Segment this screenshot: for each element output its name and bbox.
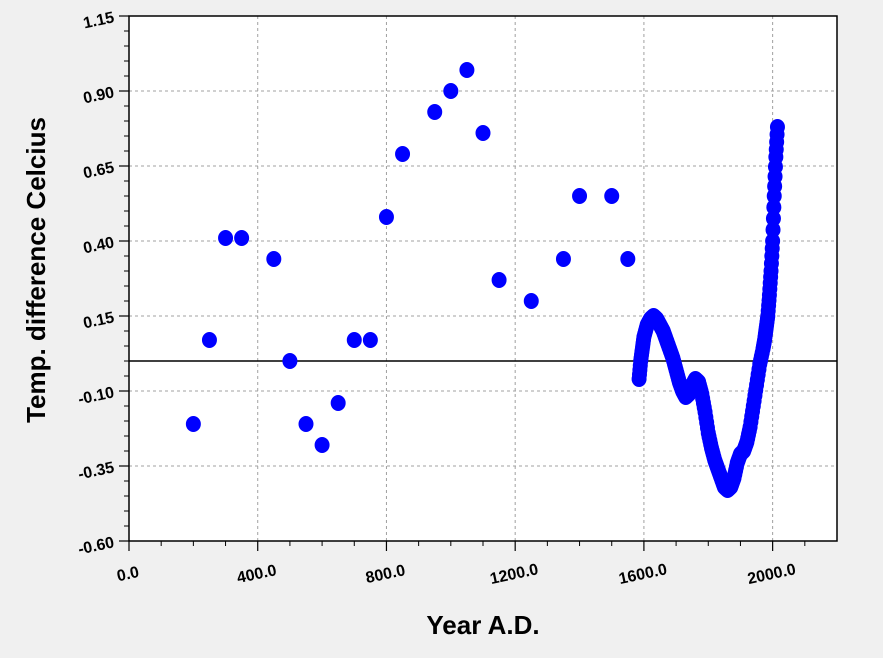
data-point bbox=[362, 332, 378, 348]
data-point bbox=[185, 416, 201, 432]
data-point bbox=[266, 251, 282, 267]
data-point bbox=[765, 221, 781, 238]
x-axis-label: Year A.D. bbox=[426, 610, 539, 640]
data-point bbox=[765, 210, 781, 227]
data-point bbox=[330, 395, 346, 411]
data-point bbox=[491, 272, 507, 288]
data-point bbox=[769, 119, 785, 135]
y-tick-label: 0.65 bbox=[82, 159, 116, 182]
data-point bbox=[443, 83, 459, 99]
data-point bbox=[298, 416, 314, 432]
data-point bbox=[234, 230, 250, 246]
data-point bbox=[201, 332, 217, 348]
axis-ticks bbox=[119, 15, 806, 551]
data-point bbox=[378, 209, 394, 225]
data-point bbox=[765, 233, 781, 249]
data-point bbox=[572, 188, 588, 204]
x-tick-label: 0.0 bbox=[115, 564, 140, 585]
y-axis-label: Temp. difference Celcius bbox=[21, 117, 51, 423]
y-tick-label: 0.90 bbox=[82, 84, 116, 107]
data-point bbox=[346, 332, 362, 348]
y-tick-label: 1.15 bbox=[82, 9, 116, 32]
data-points bbox=[185, 62, 785, 498]
data-point bbox=[282, 353, 298, 369]
data-point bbox=[218, 230, 234, 246]
data-point bbox=[620, 251, 636, 267]
data-point bbox=[523, 293, 539, 309]
data-point bbox=[427, 104, 443, 120]
y-tick-label: 0.15 bbox=[82, 309, 116, 332]
data-point bbox=[766, 199, 782, 216]
data-point bbox=[314, 437, 330, 453]
y-tick-label: 0.40 bbox=[82, 234, 116, 257]
data-point bbox=[555, 251, 571, 267]
data-point bbox=[475, 125, 491, 141]
data-point bbox=[604, 188, 620, 204]
data-point bbox=[459, 62, 475, 78]
data-point bbox=[395, 146, 411, 162]
